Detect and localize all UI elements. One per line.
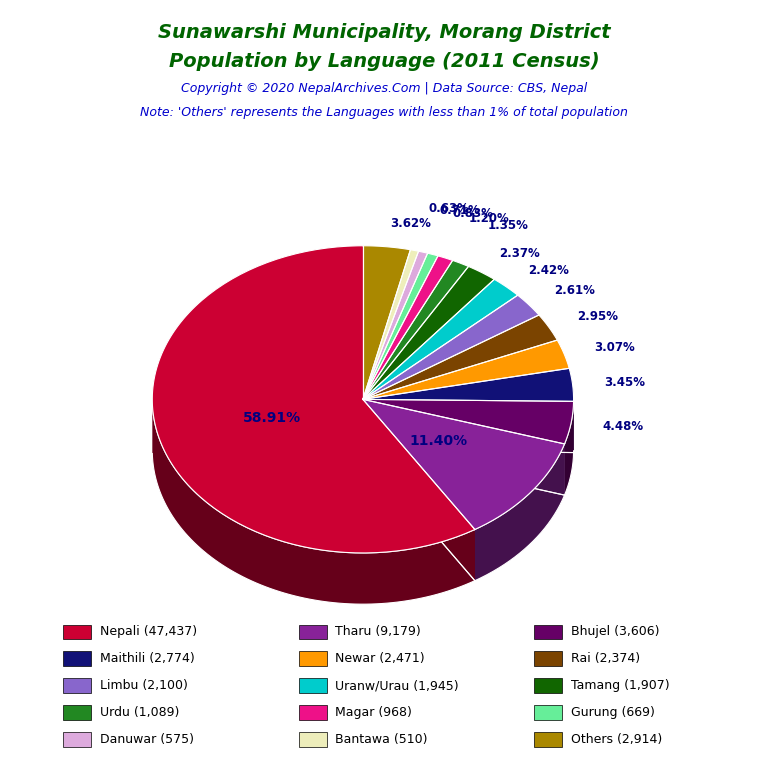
- Text: 58.91%: 58.91%: [243, 412, 301, 425]
- Text: Rai (2,374): Rai (2,374): [571, 652, 640, 665]
- Text: 3.45%: 3.45%: [604, 376, 645, 389]
- Polygon shape: [363, 251, 428, 399]
- FancyBboxPatch shape: [63, 624, 91, 639]
- Text: 2.37%: 2.37%: [499, 247, 541, 260]
- FancyBboxPatch shape: [299, 678, 327, 693]
- Text: 3.07%: 3.07%: [594, 341, 635, 354]
- Polygon shape: [152, 246, 475, 553]
- Text: Maithili (2,774): Maithili (2,774): [100, 652, 194, 665]
- Polygon shape: [363, 246, 410, 399]
- FancyBboxPatch shape: [299, 732, 327, 746]
- Polygon shape: [363, 260, 468, 399]
- FancyBboxPatch shape: [535, 651, 562, 666]
- Text: Newar (2,471): Newar (2,471): [336, 652, 425, 665]
- Text: Gurung (669): Gurung (669): [571, 706, 655, 719]
- Polygon shape: [363, 253, 438, 399]
- Polygon shape: [363, 399, 564, 529]
- Polygon shape: [363, 399, 475, 581]
- Polygon shape: [363, 399, 574, 452]
- Text: Limbu (2,100): Limbu (2,100): [100, 679, 187, 692]
- FancyBboxPatch shape: [535, 624, 562, 639]
- Text: Others (2,914): Others (2,914): [571, 733, 662, 746]
- Text: 1.35%: 1.35%: [488, 219, 529, 232]
- Polygon shape: [363, 315, 558, 399]
- Text: Uranw/Urau (1,945): Uranw/Urau (1,945): [336, 679, 459, 692]
- Polygon shape: [363, 295, 539, 399]
- Text: 1.20%: 1.20%: [468, 212, 509, 225]
- Polygon shape: [363, 280, 518, 399]
- FancyBboxPatch shape: [299, 651, 327, 666]
- Text: Note: 'Others' represents the Languages with less than 1% of total population: Note: 'Others' represents the Languages …: [140, 106, 628, 119]
- FancyBboxPatch shape: [63, 705, 91, 720]
- Text: Bhujel (3,606): Bhujel (3,606): [571, 625, 660, 638]
- Text: Bantawa (510): Bantawa (510): [336, 733, 428, 746]
- Text: 4.48%: 4.48%: [602, 420, 644, 433]
- Text: Urdu (1,089): Urdu (1,089): [100, 706, 179, 719]
- Text: Danuwar (575): Danuwar (575): [100, 733, 194, 746]
- Text: Population by Language (2011 Census): Population by Language (2011 Census): [169, 52, 599, 71]
- Text: 0.71%: 0.71%: [440, 204, 481, 217]
- Polygon shape: [363, 399, 564, 495]
- Polygon shape: [363, 266, 495, 399]
- Polygon shape: [363, 399, 574, 452]
- Text: 11.40%: 11.40%: [409, 435, 467, 449]
- FancyBboxPatch shape: [63, 732, 91, 746]
- Text: 2.95%: 2.95%: [577, 310, 617, 323]
- Text: 0.83%: 0.83%: [452, 207, 493, 220]
- Polygon shape: [363, 369, 574, 402]
- FancyBboxPatch shape: [299, 624, 327, 639]
- Polygon shape: [363, 256, 452, 399]
- Text: Tamang (1,907): Tamang (1,907): [571, 679, 670, 692]
- Polygon shape: [363, 399, 564, 495]
- Text: Copyright © 2020 NepalArchives.Com | Data Source: CBS, Nepal: Copyright © 2020 NepalArchives.Com | Dat…: [181, 82, 587, 95]
- Polygon shape: [363, 250, 419, 399]
- FancyBboxPatch shape: [535, 732, 562, 746]
- Text: Nepali (47,437): Nepali (47,437): [100, 625, 197, 638]
- FancyBboxPatch shape: [299, 705, 327, 720]
- FancyBboxPatch shape: [535, 678, 562, 693]
- Text: 2.42%: 2.42%: [528, 263, 569, 276]
- Text: 2.61%: 2.61%: [554, 284, 594, 297]
- Polygon shape: [152, 402, 475, 604]
- Text: 3.62%: 3.62%: [390, 217, 432, 230]
- Polygon shape: [363, 340, 569, 399]
- Text: Tharu (9,179): Tharu (9,179): [336, 625, 421, 638]
- Text: Sunawarshi Municipality, Morang District: Sunawarshi Municipality, Morang District: [157, 23, 611, 42]
- Text: Magar (968): Magar (968): [336, 706, 412, 719]
- FancyBboxPatch shape: [63, 651, 91, 666]
- Text: 0.63%: 0.63%: [429, 202, 470, 215]
- Polygon shape: [564, 402, 574, 495]
- Polygon shape: [363, 399, 475, 581]
- FancyBboxPatch shape: [63, 678, 91, 693]
- Polygon shape: [363, 399, 574, 444]
- FancyBboxPatch shape: [535, 705, 562, 720]
- Polygon shape: [475, 444, 564, 581]
